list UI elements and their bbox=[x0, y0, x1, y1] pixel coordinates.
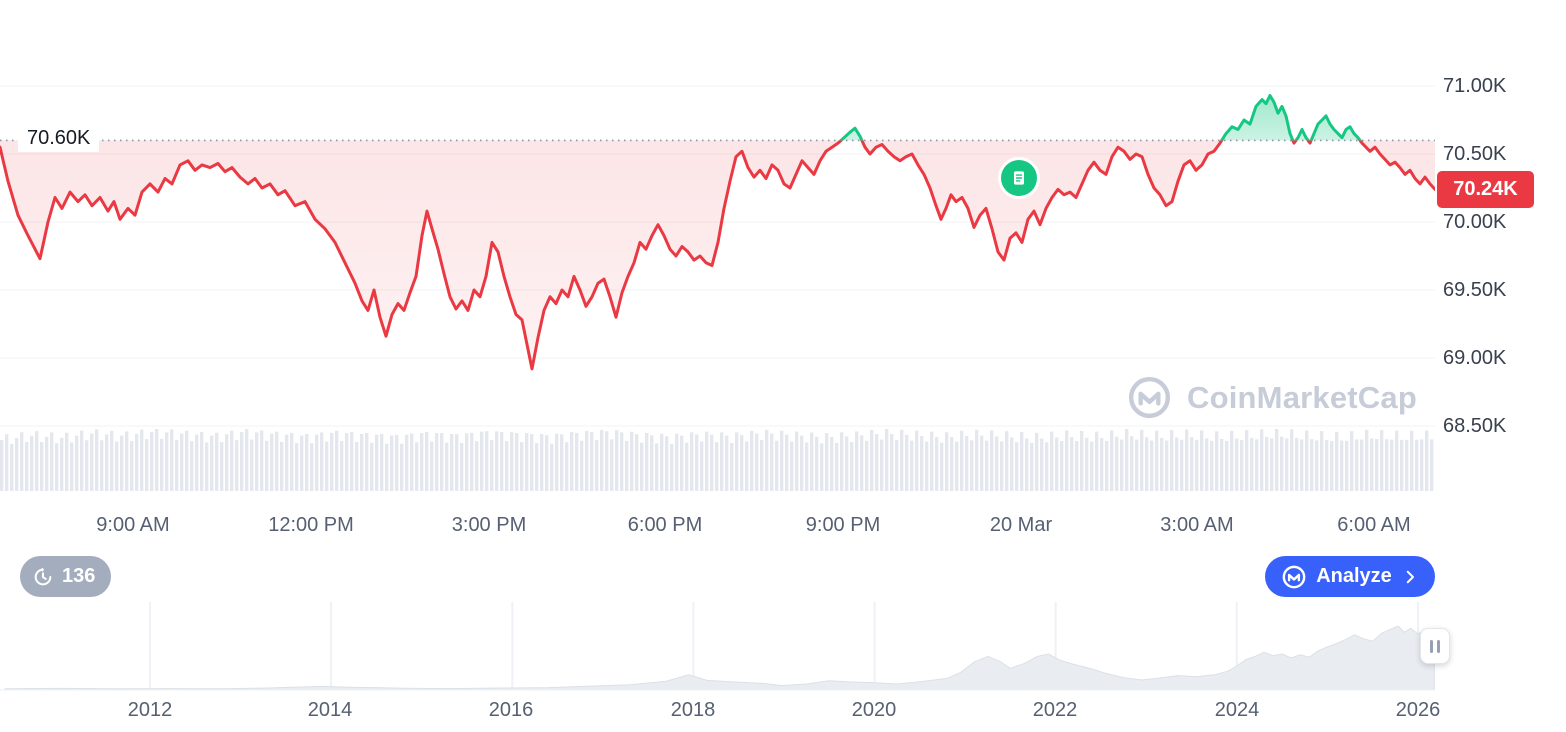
x-axis-label: 12:00 PM bbox=[268, 514, 354, 536]
y-axis-label: 69.50K bbox=[1443, 279, 1507, 301]
history-count-button[interactable]: 136 bbox=[20, 556, 112, 597]
year-label: 2014 bbox=[307, 699, 353, 721]
news-icon bbox=[1014, 171, 1024, 185]
year-label: 2022 bbox=[1032, 699, 1078, 721]
x-axis-label: 3:00 PM bbox=[451, 514, 527, 536]
year-label: 2020 bbox=[851, 699, 897, 721]
y-axis-label: 70.00K bbox=[1443, 211, 1507, 233]
coinmarketcap-logo-icon bbox=[1128, 376, 1171, 419]
handle-grip-bar bbox=[1437, 639, 1440, 653]
year-label: 2016 bbox=[488, 699, 534, 721]
year-label: 2024 bbox=[1214, 699, 1260, 721]
chevron-right-icon bbox=[1406, 570, 1414, 583]
price-chart-canvas[interactable] bbox=[0, 0, 1566, 500]
x-axis-label: 3:00 AM bbox=[1160, 514, 1234, 536]
history-icon bbox=[34, 567, 52, 585]
current-price-badge: 70.24K bbox=[1437, 171, 1534, 208]
y-axis-label: 68.50K bbox=[1443, 415, 1507, 437]
timeline-navigator[interactable] bbox=[0, 602, 1566, 694]
navigator-handle[interactable] bbox=[1420, 628, 1450, 664]
analyze-label: Analyze bbox=[1316, 565, 1392, 587]
watermark: CoinMarketCap bbox=[1126, 374, 1417, 421]
x-axis-label: 6:00 AM bbox=[1337, 514, 1411, 536]
coinmarketcap-logo-icon bbox=[1282, 565, 1306, 588]
x-axis-label: 6:00 PM bbox=[627, 514, 703, 536]
analyze-button[interactable]: Analyze bbox=[1265, 556, 1435, 597]
watermark-text: CoinMarketCap bbox=[1187, 379, 1417, 415]
x-axis-label: 20 Mar bbox=[989, 514, 1053, 536]
year-label: 2018 bbox=[670, 699, 716, 721]
baseline-price-label: 70.60K bbox=[18, 125, 100, 152]
handle-grip-bar bbox=[1430, 639, 1433, 653]
y-axis-label: 71.00K bbox=[1443, 75, 1507, 97]
x-axis-label: 9:00 PM bbox=[805, 514, 881, 536]
year-label: 2012 bbox=[127, 699, 173, 721]
x-axis-label: 9:00 AM bbox=[96, 514, 170, 536]
history-count: 136 bbox=[62, 565, 96, 587]
y-axis-label: 70.50K bbox=[1443, 143, 1507, 165]
news-event-marker[interactable] bbox=[1001, 160, 1037, 196]
y-axis-label: 69.00K bbox=[1443, 347, 1507, 369]
year-label: 2026 bbox=[1395, 699, 1441, 721]
